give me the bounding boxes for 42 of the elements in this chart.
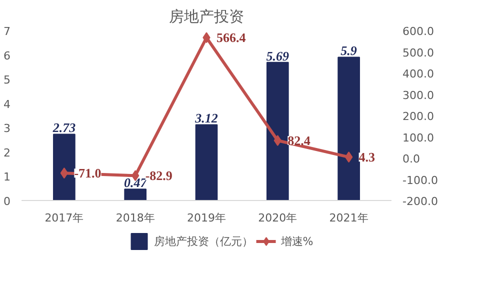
y2-tick-label: 400.0 — [402, 68, 434, 80]
point — [344, 152, 353, 163]
data-label: 5.69 — [266, 48, 290, 64]
x-tick-label: 2021年 — [329, 212, 368, 224]
legend-label: 房地产投资（亿元） — [154, 234, 253, 248]
bar — [195, 124, 218, 200]
x-tick-label: 2017年 — [44, 212, 84, 224]
x-tick-label: 2019年 — [187, 212, 226, 224]
y2-tick-label: 200.0 — [402, 110, 434, 123]
data-label: 5.9 — [340, 43, 358, 58]
y-tick-label: 5 — [4, 74, 10, 87]
y-tick-label: 6 — [4, 49, 10, 62]
y2-tick-label: 100.0 — [402, 131, 434, 144]
data-label: -71.0 — [74, 166, 102, 181]
data-label: 82.4 — [288, 132, 311, 148]
y2-tick-label: -200.0 — [402, 195, 438, 208]
legend-label: 增速% — [280, 234, 314, 248]
y2-tick-label: 300.0 — [402, 88, 434, 102]
y2-tick-label: -100.0 — [402, 174, 438, 187]
x-tick-label: 2018年 — [116, 212, 155, 224]
y-tick-label: 1 — [4, 170, 10, 184]
y-tick-label: 7 — [4, 25, 10, 38]
data-label: 4.3 — [358, 150, 376, 165]
data-label: 566.4 — [216, 30, 246, 46]
data-label: 2.73 — [52, 120, 76, 136]
bar — [53, 134, 76, 200]
y-tick-label: 3 — [4, 122, 10, 136]
y-tick-label: 0 — [4, 195, 10, 208]
point — [60, 168, 68, 179]
data-label: -82.9 — [145, 168, 173, 184]
y2-tick-label: 500.0 — [402, 46, 434, 60]
y2-tick-label: 0.0 — [402, 152, 420, 166]
bar — [338, 56, 360, 200]
data-label: 3.12 — [194, 110, 218, 126]
x-tick-label: 2020年 — [258, 212, 298, 224]
chart-title: 房地产投资 — [169, 8, 244, 26]
y2-tick-label: 600.0 — [402, 25, 434, 38]
bar — [124, 188, 147, 200]
y-tick-label: 2 — [4, 146, 10, 160]
y-tick-label: 4 — [4, 98, 10, 111]
bar — [266, 62, 289, 200]
data-label: 0.47 — [124, 175, 148, 190]
